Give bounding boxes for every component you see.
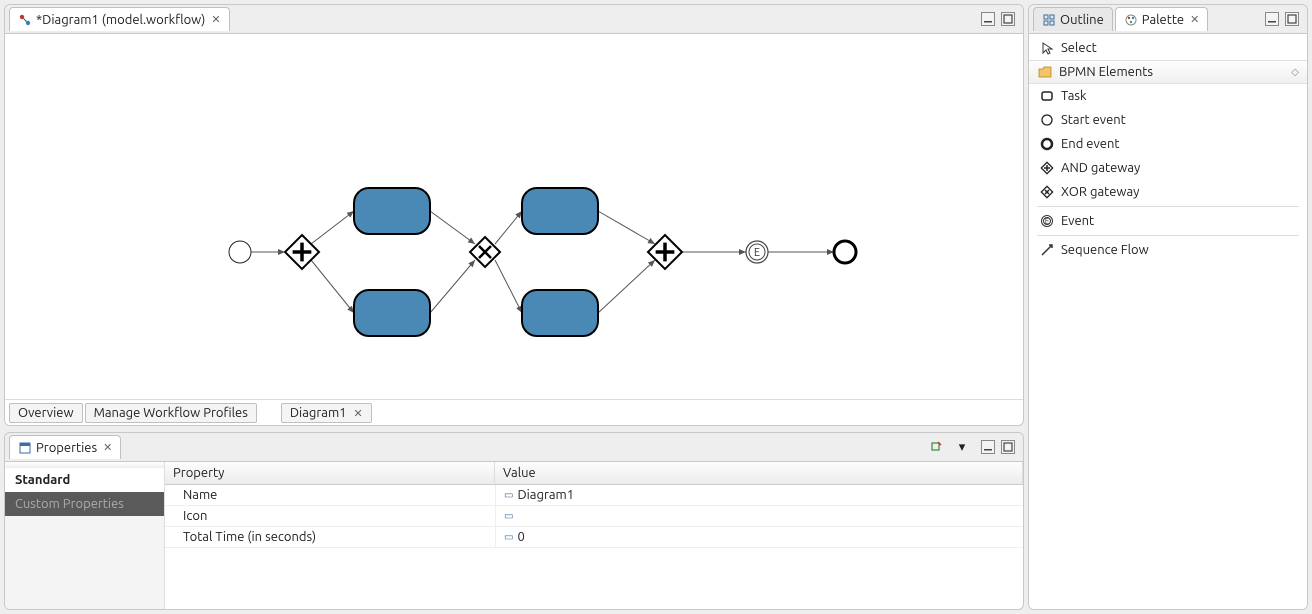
tab-overview[interactable]: Overview xyxy=(9,403,83,423)
diagram-edge[interactable] xyxy=(598,260,655,313)
value-type-icon: ▭ xyxy=(504,531,513,543)
maximize-icon[interactable] xyxy=(1285,12,1299,26)
diagram-canvas[interactable]: E xyxy=(5,33,1023,399)
maximize-icon[interactable] xyxy=(1001,12,1015,26)
property-value[interactable]: ▭0 xyxy=(495,527,1023,547)
diagram-edge[interactable] xyxy=(430,260,475,313)
palette-item-task[interactable]: Task xyxy=(1029,84,1307,108)
editor-bottom-tabbar: Overview Manage Workflow Profiles Diagra… xyxy=(5,399,1023,425)
palette-item-start[interactable]: Start event xyxy=(1029,108,1307,132)
palette-item-label: End event xyxy=(1061,137,1120,151)
diagram-task[interactable] xyxy=(354,290,430,336)
diagram-start-event[interactable] xyxy=(229,241,251,263)
diagram-edge[interactable] xyxy=(430,211,475,244)
palette-group-bpmn[interactable]: BPMN Elements ◇ xyxy=(1029,60,1307,84)
workflow-file-icon xyxy=(18,13,32,27)
collapse-icon[interactable]: ◇ xyxy=(1291,66,1299,78)
minimize-icon[interactable] xyxy=(981,12,995,26)
palette-item-label: Event xyxy=(1061,214,1094,228)
diagram-edge[interactable] xyxy=(311,211,354,244)
end-icon xyxy=(1039,136,1055,152)
diagram-edge[interactable] xyxy=(495,260,522,313)
tab-diagram-bottom-label: Diagram1 xyxy=(290,406,347,420)
editor-tab-label: *Diagram1 (model.workflow) xyxy=(36,13,205,27)
start-icon xyxy=(1039,112,1055,128)
right-tabbar: Outline Palette ✕ xyxy=(1029,5,1307,33)
palette-select-label: Select xyxy=(1061,41,1097,55)
properties-tab-custom[interactable]: Custom Properties xyxy=(5,492,164,516)
palette-select-tool[interactable]: Select xyxy=(1029,36,1307,60)
diagram-task[interactable] xyxy=(354,188,430,234)
pin-icon[interactable] xyxy=(929,440,943,454)
view-menu-icon[interactable]: ▾ xyxy=(955,440,969,454)
properties-tab-standard[interactable]: Standard xyxy=(5,468,164,492)
palette-item-label: Start event xyxy=(1061,113,1126,127)
diagram-task[interactable] xyxy=(522,188,598,234)
editor-tabbar: *Diagram1 (model.workflow) ✕ xyxy=(5,5,1023,33)
column-header-property[interactable]: Property xyxy=(165,462,495,484)
palette-group-label: BPMN Elements xyxy=(1059,65,1285,79)
properties-tab[interactable]: Properties ✕ xyxy=(9,435,121,459)
palette-tab[interactable]: Palette ✕ xyxy=(1115,7,1209,31)
cursor-icon xyxy=(1039,40,1055,56)
and-icon xyxy=(1039,160,1055,176)
palette-body: Select BPMN Elements ◇ Task Start event En… xyxy=(1029,33,1307,609)
palette-panel: Outline Palette ✕ xyxy=(1028,4,1308,610)
value-type-icon: ▭ xyxy=(504,489,513,501)
property-value[interactable]: ▭ xyxy=(495,506,1023,526)
close-icon[interactable]: ✕ xyxy=(211,13,220,26)
maximize-icon[interactable] xyxy=(1001,440,1015,454)
properties-icon xyxy=(18,441,32,455)
event-icon: E xyxy=(1039,213,1055,229)
xor-icon xyxy=(1039,184,1055,200)
editor-tab-diagram[interactable]: *Diagram1 (model.workflow) ✕ xyxy=(9,7,230,31)
palette-item-label: Task xyxy=(1061,89,1087,103)
palette-item-label: Sequence Flow xyxy=(1061,243,1149,257)
table-row[interactable]: Icon ▭ xyxy=(165,506,1023,527)
palette-item-event[interactable]: E Event xyxy=(1029,209,1307,233)
table-row[interactable]: Total Time (in seconds)▭0 xyxy=(165,527,1023,548)
palette-item-sequence-flow[interactable]: Sequence Flow xyxy=(1029,238,1307,262)
editor-panel: *Diagram1 (model.workflow) ✕ E Overview … xyxy=(4,4,1024,426)
palette-item-end[interactable]: End event xyxy=(1029,132,1307,156)
minimize-icon[interactable] xyxy=(1265,12,1279,26)
diagram-edge[interactable] xyxy=(598,211,655,244)
palette-tab-label: Palette xyxy=(1142,13,1184,27)
tab-manage-profiles[interactable]: Manage Workflow Profiles xyxy=(85,403,257,423)
outline-tab-label: Outline xyxy=(1060,13,1104,27)
properties-category-list: Standard Custom Properties xyxy=(5,462,165,609)
diagram-edge[interactable] xyxy=(495,211,522,244)
event-label: E xyxy=(754,247,760,259)
properties-tabbar: Properties ✕ ▾ xyxy=(5,433,1023,461)
palette-item-xor[interactable]: XOR gateway xyxy=(1029,180,1307,204)
close-icon[interactable]: ✕ xyxy=(103,441,112,454)
property-name: Total Time (in seconds) xyxy=(165,527,495,547)
svg-text:E: E xyxy=(1045,217,1050,226)
outline-icon xyxy=(1042,13,1056,27)
sequence-flow-icon xyxy=(1039,242,1055,258)
properties-panel: Properties ✕ ▾ Standard Custom Pr xyxy=(4,432,1024,610)
property-name: Icon xyxy=(165,506,495,526)
diagram-task[interactable] xyxy=(522,290,598,336)
diagram-end-event[interactable] xyxy=(834,241,856,263)
table-row[interactable]: Name▭Diagram1 xyxy=(165,485,1023,506)
column-header-value[interactable]: Value xyxy=(495,462,1023,484)
properties-tab-label: Properties xyxy=(36,441,97,455)
diagram-edge[interactable] xyxy=(311,260,354,313)
minimize-icon[interactable] xyxy=(981,440,995,454)
property-value[interactable]: ▭Diagram1 xyxy=(495,485,1023,505)
palette-item-label: AND gateway xyxy=(1061,161,1140,175)
value-type-icon: ▭ xyxy=(504,510,513,522)
task-icon xyxy=(1039,88,1055,104)
close-icon[interactable]: ✕ xyxy=(354,408,363,420)
outline-tab[interactable]: Outline xyxy=(1033,7,1113,31)
palette-icon xyxy=(1124,13,1138,27)
property-name: Name xyxy=(165,485,495,505)
folder-icon xyxy=(1037,64,1053,80)
close-icon[interactable]: ✕ xyxy=(1190,13,1199,26)
palette-item-and[interactable]: AND gateway xyxy=(1029,156,1307,180)
properties-table: Property Value Name▭Diagram1Icon▭Total T… xyxy=(165,462,1023,609)
palette-item-label: XOR gateway xyxy=(1061,185,1139,199)
tab-diagram-bottom[interactable]: Diagram1 ✕ xyxy=(281,403,372,423)
